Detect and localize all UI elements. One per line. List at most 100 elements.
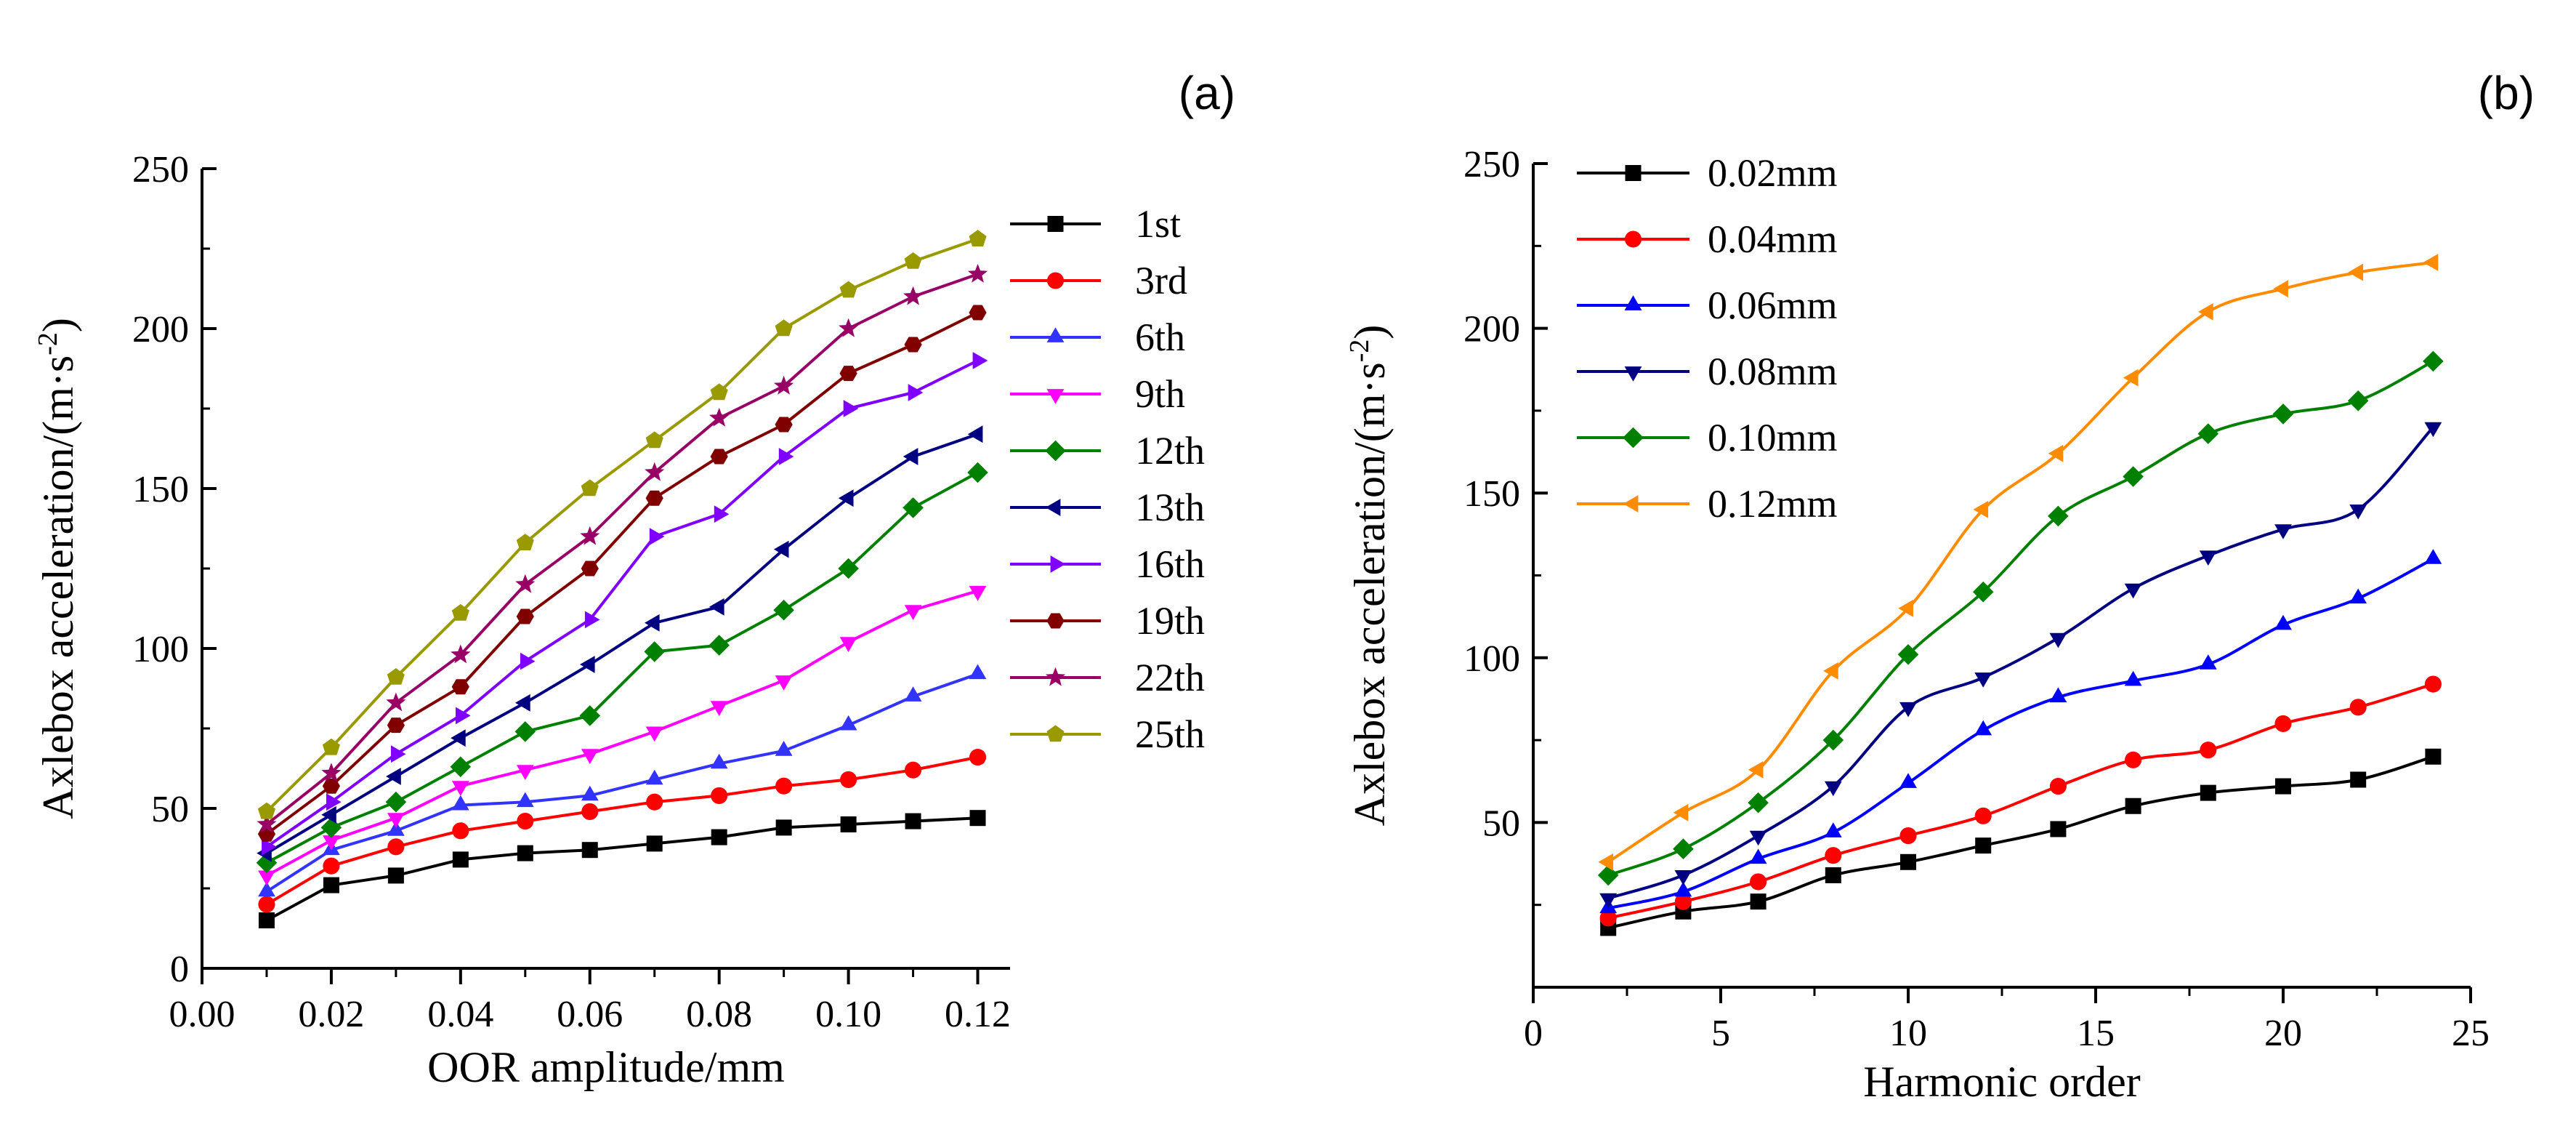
x-tick-label: 0.02 <box>298 994 364 1035</box>
data-point <box>1824 822 1842 837</box>
data-point <box>1972 581 1994 603</box>
data-point <box>391 745 406 763</box>
legend-label: 16th <box>1135 542 1205 586</box>
data-point <box>775 417 793 433</box>
x-tick-label: 15 <box>2077 1013 2115 1054</box>
data-point <box>1974 672 1992 688</box>
data-point <box>517 813 534 830</box>
data-point <box>2123 466 2144 487</box>
data-point <box>710 701 728 716</box>
data-point <box>256 852 278 874</box>
series-line-0.06mm <box>1607 558 2434 910</box>
legend-marker <box>1046 327 1065 342</box>
data-point <box>773 540 789 558</box>
legend-marker <box>1050 555 1066 573</box>
legend-label: 0.08mm <box>1708 350 1838 393</box>
data-point <box>710 753 728 769</box>
legend-label: 0.10mm <box>1708 416 1838 459</box>
legend-label: 19th <box>1135 599 1205 643</box>
data-point <box>840 816 857 832</box>
legend-marker <box>1625 165 1642 181</box>
data-point <box>775 319 793 337</box>
series-3rd <box>258 749 987 913</box>
data-point <box>839 715 857 731</box>
data-point <box>840 771 857 788</box>
data-point <box>1749 848 1767 864</box>
series-line-9th <box>266 589 979 877</box>
data-point <box>2048 505 2069 527</box>
x-tick-label: 0 <box>1524 1013 1543 1054</box>
data-point <box>257 802 275 819</box>
data-point <box>2199 550 2217 566</box>
legend-label: 13th <box>1135 486 1205 529</box>
data-point <box>969 664 987 680</box>
data-point <box>969 585 987 601</box>
data-point <box>387 718 405 734</box>
data-point <box>387 867 404 884</box>
series-line-16th <box>265 359 979 848</box>
data-point <box>451 781 469 796</box>
legend-item: 0.04mm <box>1577 217 1838 261</box>
legend-label: 9th <box>1135 372 1185 416</box>
data-point <box>580 656 595 673</box>
data-point <box>714 505 730 523</box>
legend-item: 22th <box>1010 656 1205 699</box>
data-point <box>2349 505 2367 520</box>
legend-item: 19th <box>1010 599 1205 643</box>
data-point <box>581 749 599 764</box>
panel-label: (a) <box>1179 67 1235 119</box>
x-tick-label: 0.10 <box>815 994 881 1035</box>
data-point <box>581 842 598 859</box>
data-point <box>386 692 406 712</box>
data-point <box>258 881 275 897</box>
data-point <box>1974 807 1992 824</box>
series-12th <box>256 462 988 874</box>
data-point <box>516 608 534 624</box>
legend-label: 1st <box>1135 202 1181 246</box>
data-point <box>969 305 987 321</box>
legend-marker <box>1046 389 1065 404</box>
data-point <box>2274 715 2292 732</box>
data-point <box>385 791 407 813</box>
data-point <box>1900 853 1916 870</box>
data-point <box>2424 549 2442 564</box>
legend-marker <box>1045 499 1061 516</box>
data-point <box>516 534 534 550</box>
chart-panel-a: 0 50 100 150 200 250 0.00 0.02 0.04 0.06 0.08 0.10 0… <box>33 67 1235 1091</box>
data-point <box>2423 350 2444 372</box>
data-point <box>1598 853 1614 871</box>
data-point <box>1823 662 1838 680</box>
legend-marker <box>1623 427 1644 449</box>
data-point <box>515 574 536 593</box>
legend-item: 6th <box>1010 316 1185 359</box>
series-1st <box>258 810 986 928</box>
data-point <box>711 829 727 845</box>
data-point <box>2349 699 2367 716</box>
x-tick-label: 20 <box>2264 1013 2302 1054</box>
data-point <box>1899 773 1917 788</box>
data-point <box>451 795 469 811</box>
data-point <box>2123 369 2139 387</box>
y-tick-label: 100 <box>1463 638 1520 680</box>
data-point <box>775 741 793 756</box>
data-point <box>579 705 601 726</box>
data-point <box>903 497 924 518</box>
y-axis-title-main: Axlebox acceleration/(m·s <box>34 355 82 819</box>
data-point <box>2348 263 2364 281</box>
legend-label: 0.04mm <box>1708 217 1838 261</box>
legend: 1st 3rd 6th 9th 12th 13th 16th 19th 22th 25th <box>1010 202 1205 756</box>
series-line-25th <box>265 237 979 813</box>
legend-item: 0.06mm <box>1577 284 1838 327</box>
series-line-12th <box>266 471 979 864</box>
legend-marker <box>1046 725 1065 742</box>
legend-label: 3rd <box>1135 259 1187 302</box>
data-point <box>322 738 340 755</box>
y-axis-title-close: ) <box>1346 325 1394 339</box>
data-point <box>969 230 987 246</box>
series-0.12mm <box>1598 254 2439 871</box>
data-point <box>708 635 730 656</box>
panel-label: (b) <box>2478 67 2535 119</box>
data-point <box>520 652 536 670</box>
series-25th <box>257 230 987 819</box>
data-point <box>1599 909 1617 927</box>
